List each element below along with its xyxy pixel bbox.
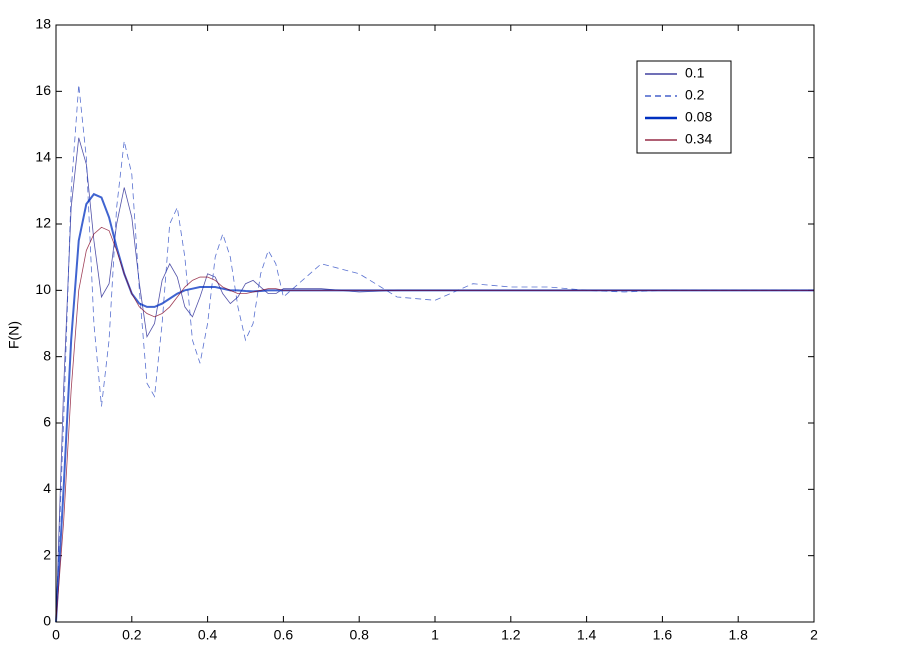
legend-label: 0.08 [685,109,712,125]
x-tick-label: 1.6 [653,627,673,643]
x-tick-label: 0.2 [122,627,142,643]
y-axis-label: F(N) [6,321,22,349]
x-tick-label: 1.2 [501,627,521,643]
y-tick-label: 8 [43,347,51,363]
y-tick-label: 6 [43,414,51,430]
x-tick-label: 1 [431,627,439,643]
x-tick-label: 0.4 [198,627,218,643]
y-tick-label: 0 [43,613,51,629]
series-line [55,84,814,623]
y-tick-label: 4 [43,480,51,496]
legend-label: 0.34 [685,131,712,147]
y-tick-label: 2 [43,546,51,562]
legend-label: 0.1 [685,65,705,81]
x-tick-label: 0 [52,627,60,643]
x-tick-label: 0.6 [274,627,294,643]
y-tick-label: 18 [35,16,51,32]
y-tick-label: 14 [35,148,51,164]
y-tick-label: 16 [35,82,51,98]
x-tick-label: 0.8 [349,627,369,643]
x-tick-label: 1.4 [577,627,597,643]
y-tick-label: 12 [35,215,51,231]
x-tick-label: 2 [810,627,818,643]
x-tick-label: 1.8 [728,627,748,643]
series-line [55,226,814,623]
legend-label: 0.2 [685,87,705,103]
y-tick-label: 10 [35,281,51,297]
plot-frame [55,24,815,623]
legend-box [636,60,732,154]
